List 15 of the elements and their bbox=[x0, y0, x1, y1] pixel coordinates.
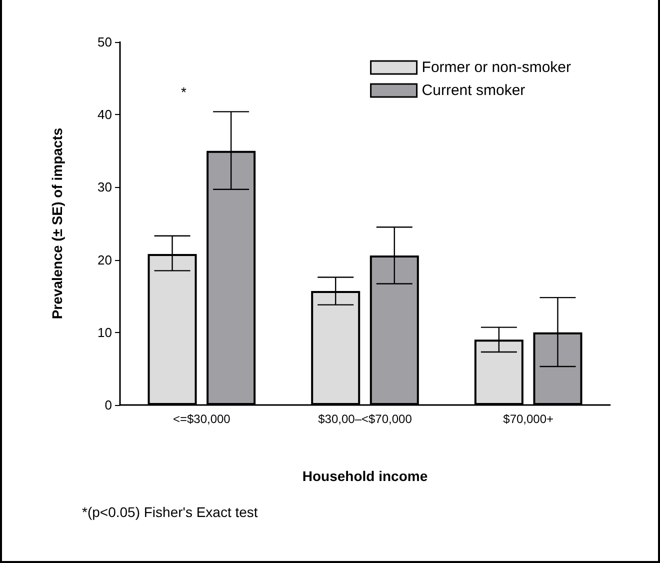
text: *(p<0.05) Fisher's Exact test bbox=[82, 504, 258, 520]
y-tick-label: 50 bbox=[98, 34, 112, 50]
y-tick-label: 10 bbox=[98, 324, 112, 340]
legend-label: Former or non-smoker bbox=[422, 59, 572, 76]
x-tick-label: <=$30,000 bbox=[172, 412, 231, 426]
y-tick-label: 30 bbox=[98, 180, 112, 195]
x-tick-label: $70,000+ bbox=[503, 412, 554, 426]
annotation: * bbox=[181, 84, 187, 100]
y-axis-title: Prevalence (± SE) of impacts bbox=[49, 128, 65, 320]
x-tick-label: $30,00–<$70,000 bbox=[318, 412, 412, 426]
y-tick-label: 40 bbox=[98, 107, 112, 122]
y-tick-label: 0 bbox=[104, 398, 112, 412]
legend-label: Current smoker bbox=[422, 82, 526, 99]
y-tick-label: 20 bbox=[98, 252, 112, 268]
x-axis-title: Household income bbox=[302, 468, 428, 484]
